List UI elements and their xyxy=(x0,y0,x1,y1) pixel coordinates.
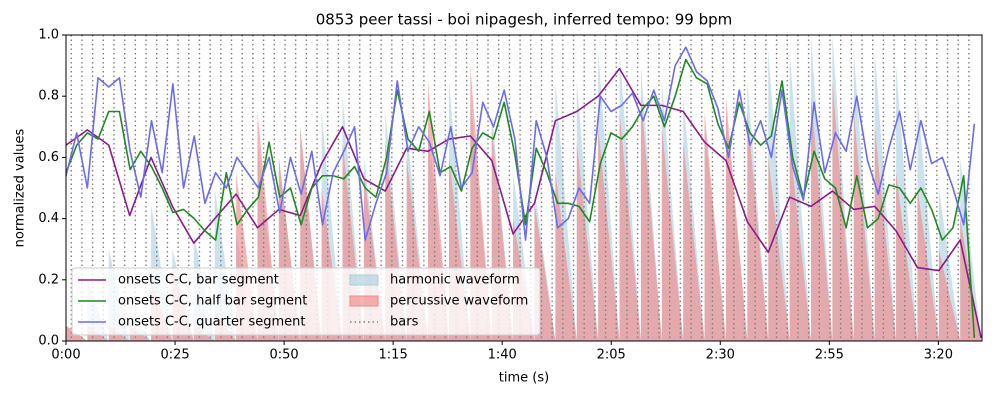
x-tick-label: 2:05 xyxy=(597,348,626,363)
legend-label: onsets C-C, half bar segment xyxy=(118,294,307,309)
x-tick-label: 0:00 xyxy=(51,348,80,363)
legend-label: percussive waveform xyxy=(390,294,528,309)
y-tick-label: 0.8 xyxy=(38,89,59,104)
x-tick-label: 0:50 xyxy=(269,348,298,363)
legend-box xyxy=(71,267,541,336)
legend-swatch xyxy=(349,295,379,307)
legend: onsets C-C, bar segment onsets C-C, half … xyxy=(71,267,541,336)
axes-frame xyxy=(65,34,983,342)
series-line xyxy=(65,46,976,241)
y-tick-label: 0.2 xyxy=(38,272,59,287)
line-layer xyxy=(65,46,982,339)
legend-label: harmonic waveform xyxy=(390,273,520,288)
y-tick-label: 1.0 xyxy=(38,28,59,43)
x-tick-label: 1:40 xyxy=(488,348,517,363)
x-tick-label: 2:55 xyxy=(815,348,844,363)
x-tick-label: 1:15 xyxy=(379,348,408,363)
y-tick-label: 0.4 xyxy=(38,211,59,226)
x-tick-label: 3:20 xyxy=(924,348,953,363)
area-layer xyxy=(66,35,982,341)
chart-title: 0853 peer tassi - boi nipagesh, inferred… xyxy=(316,11,733,29)
y-axis-label: normalized values xyxy=(13,128,28,247)
x-axis-label: time (s) xyxy=(499,371,549,386)
x-tick-label: 0:25 xyxy=(160,348,189,363)
y-tick-label: 0.0 xyxy=(38,334,59,349)
legend-label: bars xyxy=(390,315,419,330)
y-tick-label: 0.6 xyxy=(38,150,59,165)
legend-swatch xyxy=(349,274,379,286)
legend-label: onsets C-C, quarter segment xyxy=(118,315,305,330)
x-tick-label: 2:30 xyxy=(706,348,735,363)
legend-label: onsets C-C, bar segment xyxy=(118,273,279,288)
waveform-area xyxy=(66,65,982,341)
